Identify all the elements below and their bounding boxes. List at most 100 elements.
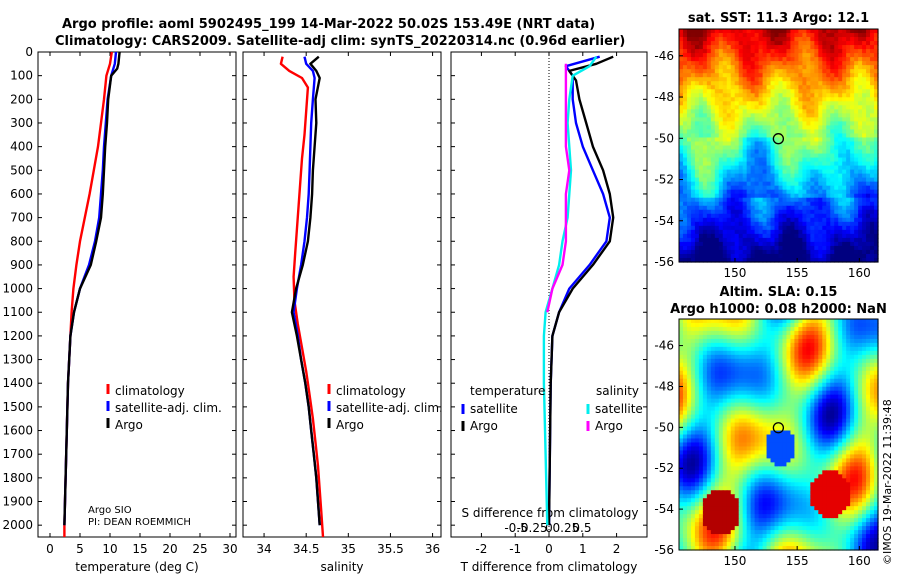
heatmap-cell bbox=[690, 382, 696, 388]
heatmap-cell bbox=[778, 394, 784, 400]
heatmap-cell bbox=[846, 346, 851, 352]
heatmap-cell bbox=[838, 117, 843, 122]
heatmap-cell bbox=[690, 217, 696, 223]
heatmap-cell bbox=[802, 49, 807, 54]
heatmap-cell bbox=[790, 213, 796, 219]
heatmap-cell bbox=[746, 326, 752, 332]
heatmap-cell bbox=[698, 41, 704, 46]
heatmap-cell bbox=[778, 129, 784, 135]
heatmap-cell bbox=[730, 378, 736, 384]
heatmap-cell bbox=[734, 61, 740, 66]
heatmap-cell bbox=[794, 33, 799, 38]
heatmap-cell bbox=[858, 197, 863, 203]
heatmap-cell bbox=[750, 101, 756, 106]
heatmap-cell bbox=[826, 237, 831, 243]
heatmap-cell bbox=[694, 145, 700, 151]
heatmap-cell bbox=[866, 426, 871, 432]
heatmap-cell bbox=[766, 145, 772, 151]
heatmap-cell bbox=[750, 61, 756, 66]
heatmap-cell bbox=[754, 237, 760, 243]
heatmap-cell bbox=[690, 125, 696, 131]
heatmap-cell bbox=[786, 169, 792, 175]
heatmap-cell bbox=[842, 189, 847, 195]
heatmap-cell bbox=[714, 410, 720, 416]
heatmap-cell bbox=[710, 93, 716, 98]
heatmap-cell bbox=[746, 241, 752, 247]
heatmap-cell bbox=[798, 370, 803, 376]
heatmap-cell bbox=[682, 378, 688, 384]
heatmap-cell bbox=[822, 157, 827, 163]
heatmap-cell bbox=[758, 354, 764, 360]
heatmap-cell bbox=[826, 402, 831, 408]
heatmap-cell bbox=[874, 189, 879, 195]
heatmap-cell bbox=[826, 374, 831, 380]
heatmap-cell bbox=[798, 149, 803, 155]
heatmap-cell bbox=[822, 205, 827, 211]
heatmap-cell bbox=[758, 386, 764, 392]
heatmap-cell bbox=[730, 390, 736, 396]
heatmap-cell bbox=[690, 414, 696, 420]
heatmap-cell bbox=[778, 173, 784, 179]
heatmap-cell bbox=[710, 145, 716, 151]
heatmap-cell bbox=[782, 378, 788, 384]
heatmap-cell bbox=[679, 462, 684, 467]
heatmap-cell bbox=[822, 161, 827, 167]
heatmap-cell bbox=[794, 390, 799, 396]
heatmap-cell bbox=[806, 390, 811, 396]
heatmap-cell bbox=[679, 406, 684, 412]
heatmap-cell bbox=[802, 189, 807, 195]
heatmap-cell bbox=[758, 93, 764, 98]
heatmap-cell bbox=[710, 257, 716, 263]
heatmap-cell bbox=[782, 438, 788, 444]
heatmap-cell bbox=[722, 446, 728, 452]
heatmap-cell bbox=[830, 253, 835, 259]
heatmap-cell bbox=[762, 418, 768, 424]
heatmap-cell bbox=[834, 426, 839, 432]
heatmap-cell bbox=[679, 57, 684, 62]
heatmap-cell bbox=[710, 382, 716, 388]
heatmap-cell bbox=[862, 257, 867, 263]
heatmap-cell bbox=[710, 181, 716, 187]
heatmap-cell bbox=[726, 442, 732, 448]
heatmap-cell bbox=[734, 326, 740, 332]
heatmap-cell bbox=[750, 121, 756, 127]
heatmap-cell bbox=[682, 342, 688, 348]
heatmap-cell bbox=[846, 237, 851, 243]
heatmap-cell bbox=[706, 253, 712, 259]
heatmap-cell bbox=[694, 129, 700, 135]
heatmap-cell bbox=[850, 233, 855, 239]
heatmap-cell bbox=[834, 442, 839, 448]
heatmap-cell bbox=[750, 53, 756, 58]
heatmap-cell bbox=[754, 217, 760, 223]
heatmap-cell bbox=[714, 319, 720, 324]
heatmap-cell bbox=[858, 322, 863, 328]
heatmap-cell bbox=[698, 189, 704, 195]
heatmap-cell bbox=[790, 370, 796, 376]
heatmap-cell bbox=[726, 402, 732, 408]
heatmap-cell bbox=[746, 213, 752, 219]
heatmap-cell bbox=[762, 390, 768, 396]
heatmap-cell bbox=[862, 41, 867, 46]
heatmap-cell bbox=[710, 241, 716, 247]
heatmap-cell bbox=[786, 189, 792, 195]
heatmap-cell bbox=[874, 145, 879, 151]
heatmap-cell bbox=[802, 113, 807, 118]
heatmap-cell bbox=[694, 462, 700, 467]
heatmap-cell bbox=[750, 157, 756, 163]
heatmap-cell bbox=[874, 177, 879, 183]
heatmap-cell bbox=[870, 229, 875, 235]
heatmap-cell bbox=[850, 193, 855, 199]
heatmap-cell bbox=[762, 145, 768, 151]
heatmap-cell bbox=[679, 153, 684, 159]
heatmap-cell bbox=[850, 362, 855, 368]
heatmap-cell bbox=[782, 33, 788, 38]
heatmap-cell bbox=[822, 97, 827, 102]
heatmap-cell bbox=[698, 117, 704, 122]
heatmap-cell bbox=[814, 338, 819, 344]
heatmap-cell bbox=[758, 81, 764, 86]
heatmap-cell bbox=[766, 133, 772, 139]
heatmap-cell bbox=[826, 189, 831, 195]
heatmap-cell bbox=[754, 193, 760, 199]
heatmap-cell bbox=[754, 221, 760, 227]
heatmap-cell bbox=[766, 77, 772, 82]
